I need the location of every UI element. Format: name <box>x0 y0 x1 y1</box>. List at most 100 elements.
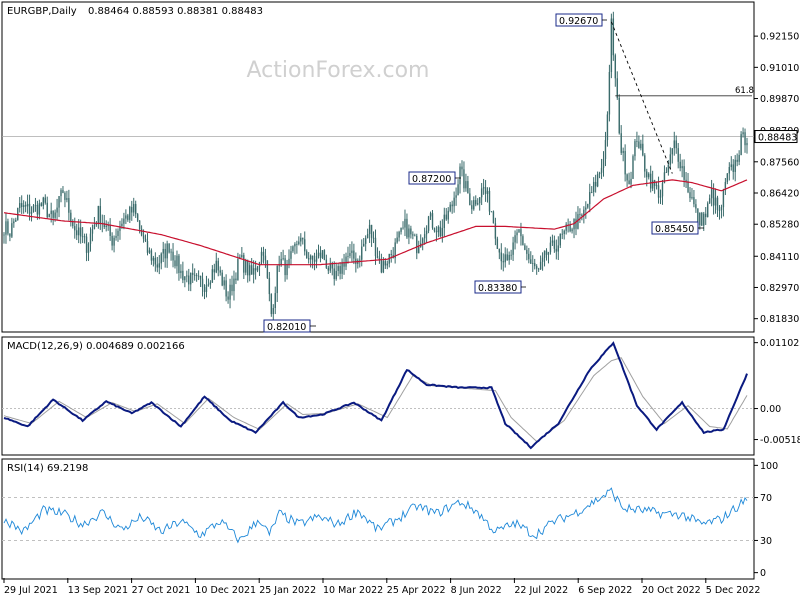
price-body <box>19 203 21 209</box>
price-body <box>347 256 349 257</box>
price-body <box>150 250 153 261</box>
price-body <box>512 242 514 255</box>
price-body <box>133 204 135 213</box>
price-body <box>361 246 363 260</box>
price-body <box>634 141 636 157</box>
price-body <box>382 261 385 273</box>
price-body <box>616 78 618 98</box>
rsi-axis-tick-label: 100 <box>760 461 778 472</box>
price-body <box>115 235 117 238</box>
price-body <box>195 275 198 277</box>
price-body <box>453 197 455 207</box>
price-body <box>602 158 605 168</box>
price-body <box>408 228 410 238</box>
price-body <box>459 166 461 185</box>
rsi-line <box>3 487 748 544</box>
price-body <box>581 214 583 216</box>
price-body <box>695 204 697 209</box>
price-body <box>386 263 388 266</box>
price-body <box>201 278 204 288</box>
price-body <box>628 180 630 185</box>
price-axis-tick-label: 0.89870 <box>760 94 799 105</box>
macd-signal-line <box>3 357 748 443</box>
price-body <box>451 204 453 207</box>
price-body <box>307 258 310 260</box>
price-body <box>315 255 318 262</box>
price-body <box>396 237 398 243</box>
price-body <box>720 207 723 211</box>
price-body <box>34 204 37 206</box>
price-body <box>50 210 52 215</box>
price-body <box>418 246 420 254</box>
price-body <box>502 261 504 263</box>
x-axis-tick-label: 29 Jul 2021 <box>4 585 58 596</box>
price-body <box>506 254 508 261</box>
price-body <box>370 224 373 238</box>
price-body <box>469 193 471 206</box>
price-axis-tick-label: 0.81830 <box>760 314 799 325</box>
price-body <box>398 231 400 238</box>
price-body <box>205 284 208 292</box>
rsi-axis-tick-label: 0 <box>760 568 766 579</box>
price-body <box>677 148 679 162</box>
price-body <box>412 234 414 236</box>
price-body <box>178 255 180 273</box>
price-body <box>284 258 286 276</box>
price-body <box>526 249 528 254</box>
price-body <box>76 230 78 236</box>
price-body <box>598 172 601 175</box>
price-body <box>589 192 591 205</box>
last-price-tag <box>754 130 798 144</box>
price-body <box>160 253 162 264</box>
price-body <box>223 280 225 286</box>
price-body <box>716 197 719 210</box>
price-body <box>669 154 672 165</box>
price-annotation-label: 0.85450 <box>655 224 694 235</box>
price-body <box>142 235 145 239</box>
price-body <box>640 143 642 149</box>
x-axis-tick-label: 20 Oct 2022 <box>642 585 701 596</box>
rsi-axis-tick-label: 30 <box>760 536 772 547</box>
price-body <box>48 214 50 218</box>
price-body <box>309 255 312 260</box>
price-axis-tick-label: 0.82970 <box>760 283 799 294</box>
price-body <box>38 203 41 215</box>
price-body <box>64 192 66 200</box>
price-body <box>614 55 617 79</box>
price-body <box>278 265 280 267</box>
price-body <box>510 254 512 256</box>
price-body <box>219 270 221 273</box>
price-body <box>105 225 107 228</box>
price-body <box>435 231 438 233</box>
price-axis-tick-label: 0.86420 <box>760 189 799 200</box>
price-body <box>734 159 736 172</box>
price-body <box>744 132 746 146</box>
x-axis-tick-label: 10 Dec 2021 <box>195 585 256 596</box>
price-body <box>162 248 164 254</box>
price-body <box>467 181 469 194</box>
price-body <box>298 241 300 245</box>
price-body <box>247 260 249 276</box>
price-body <box>592 181 595 193</box>
price-body <box>268 277 271 295</box>
price-body <box>480 188 483 198</box>
macd-axis-tick-label: -0.005182 <box>760 435 800 446</box>
price-body <box>138 220 141 229</box>
price-body <box>726 173 729 182</box>
price-body <box>148 250 151 253</box>
price-body <box>736 159 738 162</box>
price-body <box>52 210 54 218</box>
price-body <box>571 229 573 232</box>
moving-average-line <box>3 179 748 266</box>
price-body <box>390 253 392 255</box>
price-body <box>134 204 137 215</box>
x-axis-tick-label: 27 Oct 2021 <box>132 585 191 596</box>
price-body <box>349 252 351 257</box>
price-body <box>494 223 497 239</box>
price-body <box>585 207 587 210</box>
price-body <box>131 206 133 213</box>
x-axis-tick-label: 10 Mar 2022 <box>323 585 383 596</box>
price-body <box>89 233 92 244</box>
price-body <box>547 252 550 255</box>
